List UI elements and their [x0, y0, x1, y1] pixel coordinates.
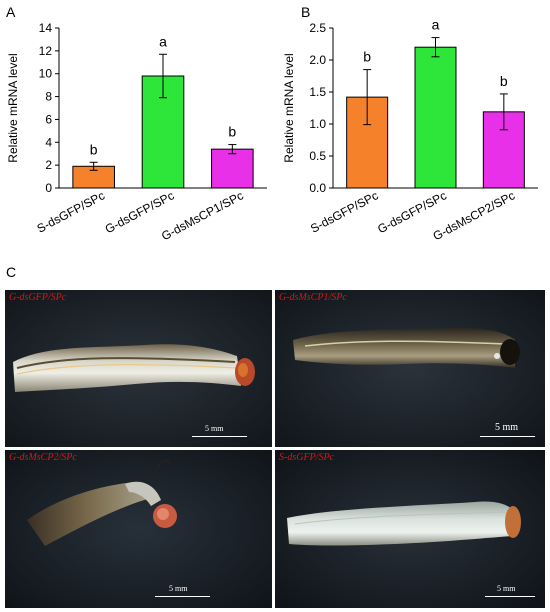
larva-image: [5, 450, 272, 608]
larva-image: [275, 290, 545, 447]
panel-letter-b: B: [301, 4, 311, 20]
larva-image: [5, 290, 272, 447]
y-tick-label: 0.5: [309, 149, 326, 163]
y-tick-label: 6: [45, 112, 52, 126]
bar: [211, 148, 254, 189]
larva-image: [275, 450, 545, 608]
y-tick-label: 10: [39, 67, 53, 81]
photo-label: S-dsGFP/SPc: [279, 452, 334, 463]
y-tick-label: 0: [45, 181, 52, 195]
y-tick-label: 2: [45, 158, 52, 172]
x-tick-label: S-dsGFP/SPc: [35, 188, 108, 235]
scale-bar: [485, 596, 535, 597]
photo-g-dsgfp: G-dsGFP/SPc 5 mm: [5, 290, 272, 447]
photo-g-dsmscp2: G-dsMsCP2/SPc 5 mm: [5, 450, 272, 608]
photo-label: G-dsMsCP2/SPc: [9, 452, 77, 463]
panel-letter-a: A: [6, 4, 16, 20]
significance-letter: b: [500, 73, 508, 89]
x-tick-label: S-dsGFP/SPc: [308, 188, 381, 235]
photo-label: G-dsMsCP1/SPc: [279, 292, 347, 303]
scale-bar-label: 5 mm: [169, 584, 188, 593]
bar: [414, 46, 457, 189]
scale-bar: [155, 596, 210, 597]
scale-bar: [480, 436, 535, 437]
y-tick-label: 2.0: [309, 53, 326, 67]
y-axis-label: Relative mRNA level: [6, 53, 20, 162]
panel-letter-c: C: [6, 264, 17, 280]
y-axis-label: Relative mRNA level: [282, 53, 296, 162]
significance-letter: a: [159, 33, 167, 49]
y-tick-label: 0.0: [309, 181, 326, 195]
photo-label: G-dsGFP/SPc: [9, 292, 67, 303]
scale-bar-label: 5 mm: [497, 584, 516, 593]
y-tick-label: 14: [39, 21, 53, 35]
y-tick-label: 1.5: [309, 85, 326, 99]
scale-bar-label: 5 mm: [495, 422, 519, 433]
significance-letter: b: [90, 141, 98, 157]
significance-letter: a: [432, 17, 440, 33]
y-tick-label: 2.5: [309, 21, 326, 35]
bar-charts: 0 2 4 6 8 10 12 14 Relative mRNA level b S-dsGFP/S…: [6, 17, 538, 243]
photo-g-dsmscp1: G-dsMsCP1/SPc 5 mm: [275, 290, 545, 447]
y-tick-label: 4: [45, 135, 52, 149]
y-tick-label: 8: [45, 90, 52, 104]
photo-s-dsgfp: S-dsGFP/SPc 5 mm: [275, 450, 545, 608]
scale-bar-label: 5 mm: [205, 424, 224, 433]
significance-letter: b: [228, 124, 236, 140]
significance-letter: b: [363, 49, 371, 65]
y-tick-label: 1.0: [309, 117, 326, 131]
scale-bar: [192, 436, 247, 437]
y-tick-label: 12: [39, 44, 53, 58]
